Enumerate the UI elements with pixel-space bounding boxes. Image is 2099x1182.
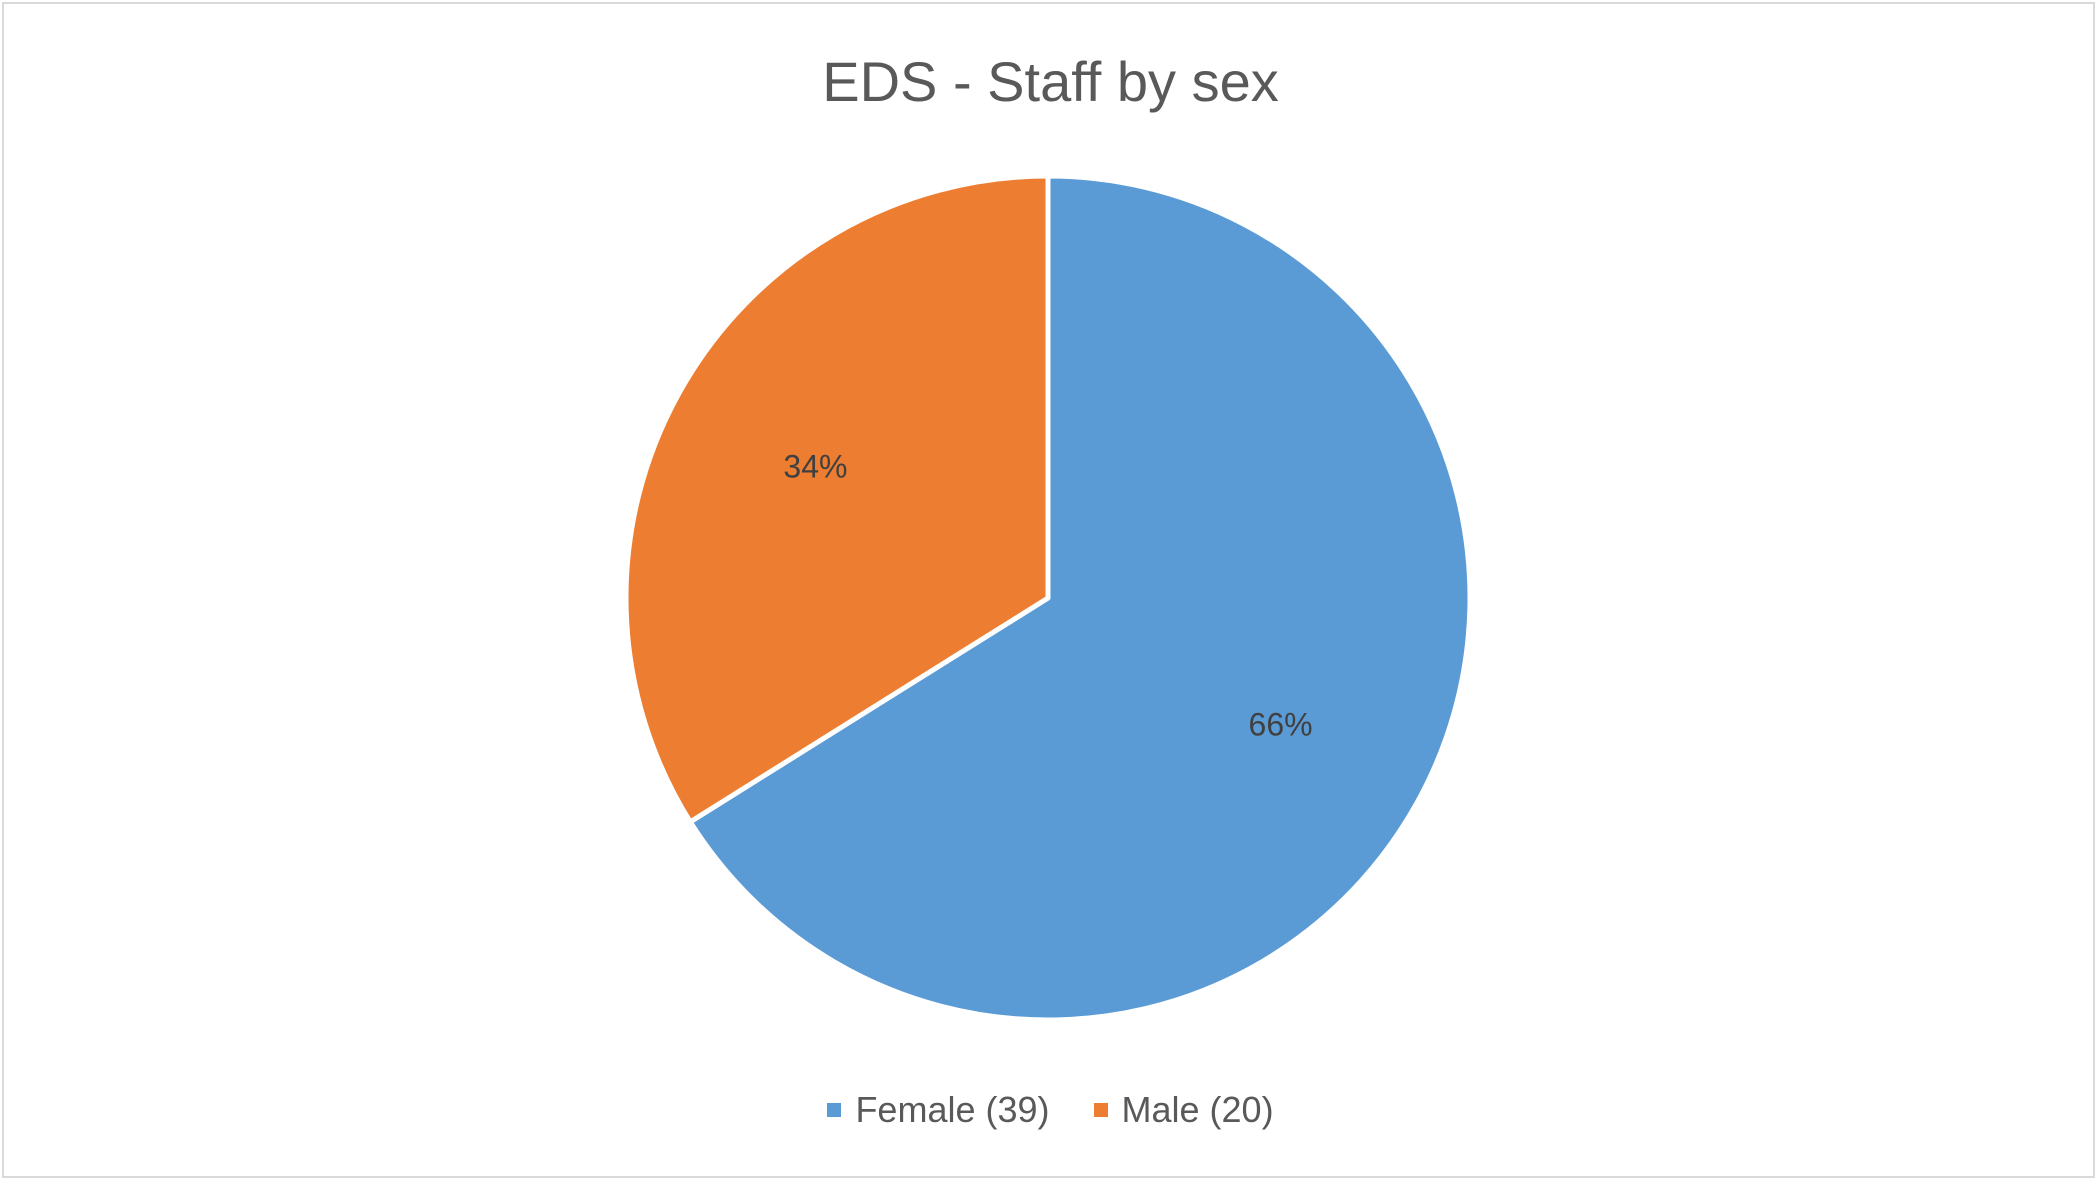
- legend-label-male: Male (20): [1121, 1089, 1274, 1130]
- chart-title: EDS - Staff by sex: [822, 50, 1279, 113]
- legend-swatch-female: [827, 1103, 842, 1117]
- pie-data-labels: 66% 34%: [783, 449, 1312, 743]
- legend-label-female: Female (39): [855, 1089, 1050, 1130]
- legend-swatch-male: [1093, 1103, 1108, 1117]
- chart-legend: Female (39) Male (20): [4, 1089, 2097, 1131]
- pie-chart: 66% 34%: [623, 173, 1473, 1023]
- pie-slice-male: [623, 173, 1051, 825]
- legend-item-female: Female (39): [827, 1089, 1050, 1131]
- pie-slice-female: [687, 173, 1473, 1023]
- pie-slices: [623, 173, 1473, 1023]
- data-label-male: 34%: [783, 449, 847, 485]
- legend-item-male: Male (20): [1093, 1089, 1274, 1131]
- data-label-female: 66%: [1249, 706, 1313, 742]
